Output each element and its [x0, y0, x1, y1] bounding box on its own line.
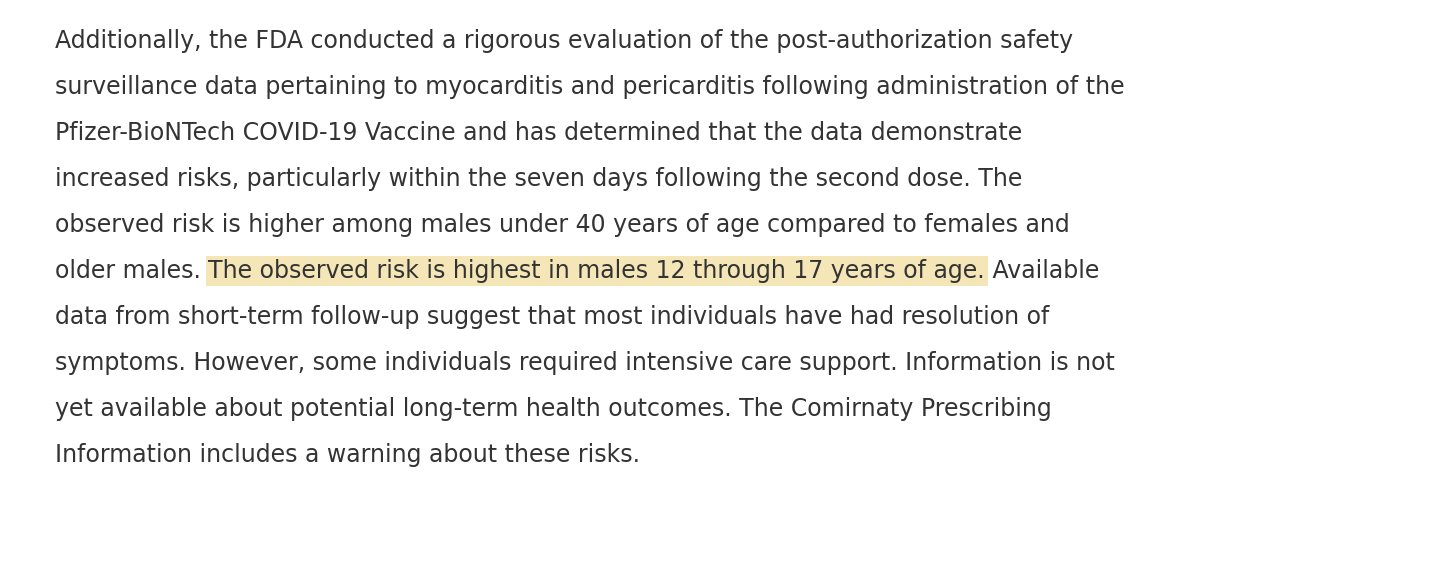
Text: symptoms. However, some individuals required intensive care support. Information: symptoms. However, some individuals requ…: [55, 351, 1115, 375]
Text: data from short-term follow-up suggest that most individuals have had resolution: data from short-term follow-up suggest t…: [55, 305, 1050, 329]
Text: older males.: older males.: [55, 259, 208, 283]
Text: increased risks, particularly within the seven days following the second dose. T: increased risks, particularly within the…: [55, 167, 1022, 191]
Text: yet available about potential long-term health outcomes. The Comirnaty Prescribi: yet available about potential long-term …: [55, 397, 1051, 421]
Text: Available: Available: [986, 259, 1099, 283]
Text: Pfizer-BioNTech COVID-19 Vaccine and has determined that the data demonstrate: Pfizer-BioNTech COVID-19 Vaccine and has…: [55, 121, 1022, 145]
Text: surveillance data pertaining to myocarditis and pericarditis following administr: surveillance data pertaining to myocardi…: [55, 75, 1124, 99]
Text: observed risk is higher among males under 40 years of age compared to females an: observed risk is higher among males unde…: [55, 213, 1070, 237]
Text: Additionally, the FDA conducted a rigorous evaluation of the post-authorization : Additionally, the FDA conducted a rigoro…: [55, 29, 1073, 53]
Text: The observed risk is highest in males 12 through 17 years of age.: The observed risk is highest in males 12…: [208, 259, 986, 283]
Text: Information includes a warning about these risks.: Information includes a warning about the…: [55, 443, 641, 467]
